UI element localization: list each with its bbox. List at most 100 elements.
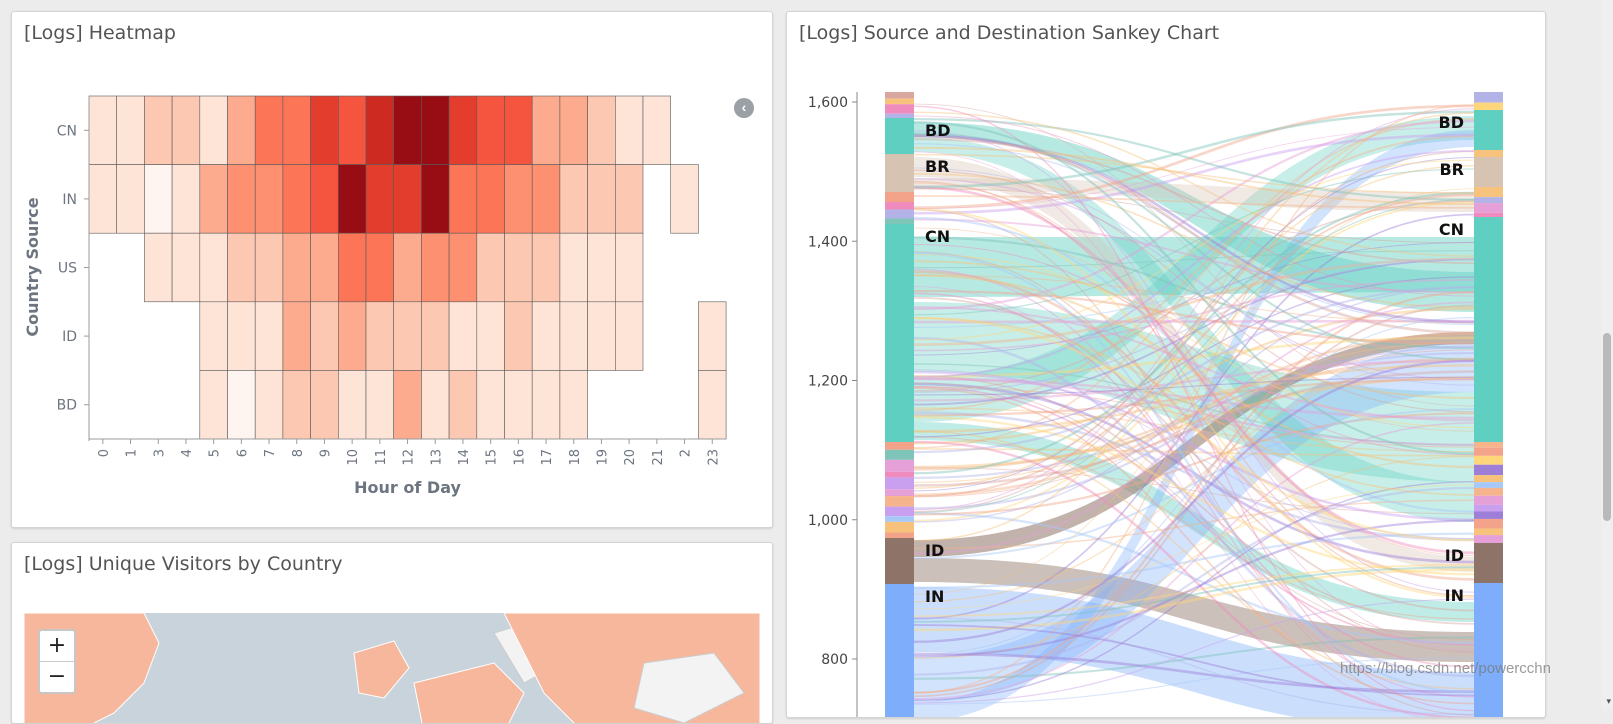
heatmap-cell[interactable] [393, 232, 422, 303]
sankey-minor-node[interactable] [885, 477, 914, 490]
sankey-minor-link[interactable] [913, 467, 1475, 515]
heatmap-cell[interactable] [531, 301, 561, 371]
sankey-link[interactable] [914, 342, 1474, 702]
sankey-minor-link[interactable] [913, 512, 1475, 645]
scroll-down-icon[interactable]: ▾ [1606, 696, 1611, 706]
sankey-minor-link[interactable] [913, 258, 1475, 328]
sankey-link[interactable] [914, 587, 1474, 717]
sankey-node[interactable] [1474, 217, 1503, 442]
heatmap-cell[interactable] [171, 95, 201, 165]
heatmap-cell[interactable] [504, 301, 533, 371]
heatmap-cell[interactable] [448, 232, 478, 303]
sankey-minor-link[interactable] [913, 286, 1474, 717]
sankey-minor-link[interactable] [913, 182, 1475, 557]
heatmap-cell[interactable] [337, 370, 367, 440]
sankey-minor-link[interactable] [913, 332, 1475, 497]
sankey-minor-node[interactable] [885, 201, 914, 210]
heatmap-cell[interactable] [310, 370, 339, 440]
heatmap-cell[interactable] [199, 301, 228, 371]
sankey-minor-link[interactable] [913, 386, 1475, 448]
sankey-minor-link[interactable] [913, 484, 1475, 610]
heatmap-cell[interactable] [393, 95, 422, 165]
heatmap-cell[interactable] [476, 232, 505, 303]
sankey-minor-node[interactable] [1474, 203, 1503, 213]
sankey-minor-link[interactable] [913, 104, 1475, 210]
sankey-link[interactable] [914, 122, 1474, 312]
heatmap-cell[interactable] [365, 301, 395, 371]
sankey-minor-link[interactable] [913, 386, 1475, 646]
sankey-minor-link[interactable] [913, 276, 1475, 438]
sankey-minor-link[interactable] [913, 135, 1475, 412]
sankey-minor-link[interactable] [913, 455, 1475, 659]
sankey-minor-link[interactable] [913, 412, 1475, 516]
sankey-minor-node[interactable] [1474, 187, 1503, 198]
heatmap-cell[interactable] [531, 164, 561, 234]
sankey-minor-link[interactable] [913, 345, 1475, 510]
sankey-minor-node[interactable] [1474, 475, 1503, 483]
sankey-minor-link[interactable] [913, 274, 1475, 324]
sankey-minor-node[interactable] [1474, 197, 1503, 204]
sankey-link[interactable] [914, 157, 1474, 572]
sankey-minor-link[interactable] [913, 227, 1475, 432]
heatmap-cell[interactable] [670, 164, 699, 234]
sankey-minor-link[interactable] [913, 448, 1475, 457]
heatmap-cell[interactable] [282, 370, 311, 440]
sankey-minor-link[interactable] [913, 369, 1475, 540]
heatmap-cell[interactable] [337, 232, 367, 303]
heatmap-cell[interactable] [448, 370, 478, 440]
sankey-minor-link[interactable] [913, 191, 1475, 475]
sankey-minor-link[interactable] [913, 657, 1475, 705]
sankey-minor-link[interactable] [913, 274, 1475, 469]
sankey-minor-node[interactable] [1474, 455, 1503, 465]
sankey-minor-link[interactable] [913, 304, 1475, 698]
map-region-europe[interactable] [413, 662, 525, 724]
heatmap-cell[interactable] [698, 301, 727, 371]
sankey-minor-link[interactable] [913, 105, 1475, 712]
heatmap-cell[interactable] [559, 232, 588, 303]
sankey-minor-link[interactable] [913, 259, 1475, 393]
sankey-node[interactable] [885, 584, 914, 717]
heatmap-cell[interactable] [310, 164, 339, 234]
sankey-minor-node[interactable] [885, 471, 914, 478]
heatmap-cell[interactable] [337, 164, 367, 234]
heatmap-cell[interactable] [227, 95, 256, 165]
sankey-minor-link[interactable] [913, 532, 1475, 589]
heatmap-cell[interactable] [504, 370, 533, 440]
sankey-node[interactable] [885, 224, 914, 442]
sankey-minor-link[interactable] [913, 336, 1475, 378]
sankey-minor-link[interactable] [913, 636, 1475, 680]
sankey-minor-link[interactable] [913, 216, 1475, 513]
sankey-minor-node[interactable] [885, 521, 914, 533]
heatmap-cell[interactable] [116, 95, 145, 165]
sankey-minor-link[interactable] [913, 118, 1475, 449]
world-map[interactable]: + − [24, 613, 760, 724]
sankey-minor-link[interactable] [913, 178, 1475, 381]
heatmap-cell[interactable] [531, 370, 561, 440]
sankey-minor-node[interactable] [1474, 528, 1503, 536]
heatmap-cell[interactable] [199, 164, 228, 234]
heatmap-cell[interactable] [365, 232, 395, 303]
sankey-minor-link[interactable] [913, 119, 1475, 311]
sankey-minor-node[interactable] [1474, 511, 1503, 519]
heatmap-cell[interactable] [448, 95, 478, 165]
sankey-minor-link[interactable] [913, 111, 1475, 257]
heatmap-cell[interactable] [282, 301, 311, 371]
sankey-minor-node[interactable] [1474, 487, 1503, 496]
sankey-minor-link[interactable] [913, 250, 1475, 269]
heatmap-cell[interactable] [559, 164, 588, 234]
sankey-link[interactable] [914, 137, 1474, 522]
sankey-minor-link[interactable] [913, 201, 1475, 522]
sankey-minor-link[interactable] [913, 316, 1475, 656]
sankey-minor-link[interactable] [913, 103, 1475, 407]
sankey-minor-link[interactable] [913, 341, 1475, 483]
heatmap-cell[interactable] [310, 95, 339, 165]
heatmap-cell[interactable] [531, 95, 561, 165]
sankey-minor-link[interactable] [913, 358, 1475, 603]
heatmap-cell[interactable] [587, 95, 616, 165]
sankey-minor-link[interactable] [913, 370, 1475, 522]
sankey-minor-link[interactable] [913, 422, 1475, 700]
heatmap-cell[interactable] [587, 164, 616, 234]
heatmap-cell[interactable] [365, 164, 395, 234]
heatmap-cell[interactable] [254, 164, 284, 234]
